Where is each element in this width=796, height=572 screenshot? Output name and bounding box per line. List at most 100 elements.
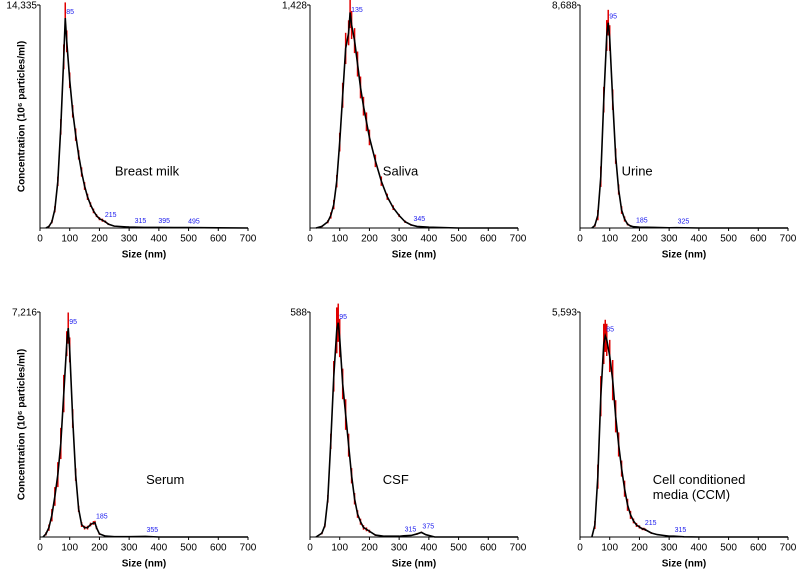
panel: 0 100 200 300 400 500 600 700 8,688 Size (nm) Urin… [552, 1, 796, 261]
peak-label: 375 [422, 523, 434, 530]
x-tick-label: 700 [780, 234, 796, 245]
x-tick-label: 300 [661, 234, 678, 245]
x-tick-label: 200 [361, 543, 378, 554]
y-tick-label: 14,335 [6, 1, 37, 12]
x-tick-label: 500 [180, 543, 197, 554]
size-distribution-line [315, 12, 518, 229]
x-tick-label: 100 [331, 234, 348, 245]
peak-label: 325 [678, 218, 690, 225]
peak-label: 185 [636, 218, 648, 225]
panel-title: media (CCM) [653, 487, 730, 502]
x-tick-label: 700 [240, 543, 257, 554]
peak-label: 315 [675, 527, 687, 534]
y-tick-label: 588 [290, 308, 307, 319]
peak-label: 355 [146, 527, 158, 534]
x-tick-label: 100 [331, 543, 348, 554]
x-tick-label: 500 [720, 543, 737, 554]
x-tick-label: 100 [61, 543, 78, 554]
peak-label: 315 [135, 218, 147, 225]
peak-label: 495 [188, 218, 200, 225]
peak-label: 215 [105, 212, 117, 219]
x-tick-label: 200 [631, 234, 648, 245]
y-axis-title: Concentration (10⁶ particles/ml) [17, 349, 28, 500]
panel-title: Saliva [383, 164, 419, 179]
peak-label: 185 [96, 514, 108, 521]
panel-title: Cell conditioned [653, 472, 746, 487]
x-tick-label: 100 [601, 234, 618, 245]
x-tick-label: 400 [151, 234, 168, 245]
x-tick-label: 700 [510, 543, 527, 554]
y-tick-label: 5,593 [552, 308, 577, 319]
x-tick-label: 100 [601, 543, 618, 554]
peak-label: 395 [158, 218, 170, 225]
x-tick-label: 100 [61, 234, 78, 245]
x-tick-label: 200 [361, 234, 378, 245]
peak-label: 315 [405, 527, 417, 534]
panel-title: Serum [146, 472, 184, 487]
panel: 0 100 200 300 400 500 600 700 14,335 Size (nm) Con… [6, 1, 256, 261]
x-tick-label: 600 [480, 543, 497, 554]
y-tick-label: 7,216 [12, 308, 37, 319]
x-tick-label: 500 [450, 543, 467, 554]
x-tick-label: 500 [450, 234, 467, 245]
x-tick-label: 600 [750, 543, 767, 554]
panel: 0 100 200 300 400 500 600 700 588 Size (nm) CSF 95 3… [290, 303, 527, 570]
panel: 0 100 200 300 400 500 600 700 1,428 Size (nm) Sali… [282, 0, 527, 261]
x-tick-label: 300 [121, 234, 138, 245]
x-tick-label: 0 [37, 234, 43, 245]
y-tick-label: 8,688 [552, 1, 577, 12]
x-tick-label: 300 [661, 543, 678, 554]
panel-title: Urine [622, 164, 653, 179]
x-tick-label: 200 [91, 543, 108, 554]
x-tick-label: 200 [631, 543, 648, 554]
size-distribution-line [591, 332, 788, 538]
panel: 0 100 200 300 400 500 600 700 5,593 Size (nm) Cell… [552, 308, 796, 570]
peak-label: 215 [645, 520, 657, 527]
x-tick-label: 200 [91, 234, 108, 245]
x-tick-label: 0 [307, 543, 313, 554]
x-axis-title: Size (nm) [392, 559, 436, 570]
size-distribution-line [42, 328, 248, 538]
size-distribution-line [315, 322, 518, 538]
x-tick-label: 0 [577, 234, 583, 245]
x-tick-label: 700 [240, 234, 257, 245]
x-tick-label: 0 [577, 543, 583, 554]
x-tick-label: 600 [750, 234, 767, 245]
x-tick-label: 300 [121, 543, 138, 554]
x-tick-label: 400 [421, 234, 438, 245]
peak-label: 95 [339, 314, 347, 321]
x-tick-label: 700 [510, 234, 527, 245]
peak-label: 95 [609, 14, 617, 21]
x-tick-label: 300 [391, 234, 408, 245]
peak-label: 85 [66, 9, 74, 16]
peak-label: 85 [606, 327, 614, 334]
x-tick-label: 300 [391, 543, 408, 554]
panel: 0 100 200 300 400 500 600 700 7,216 Size (nm) Conc… [12, 308, 257, 570]
panel-title: Breast milk [115, 164, 180, 179]
x-axis-title: Size (nm) [122, 559, 166, 570]
x-axis-title: Size (nm) [392, 250, 436, 261]
panel-title: CSF [383, 472, 409, 487]
size-distribution-line [591, 22, 788, 229]
x-tick-label: 600 [210, 543, 227, 554]
size-distribution-line [45, 17, 249, 229]
x-tick-label: 500 [180, 234, 197, 245]
peak-label: 95 [69, 319, 77, 326]
x-tick-label: 500 [720, 234, 737, 245]
x-tick-label: 600 [210, 234, 227, 245]
x-tick-label: 400 [151, 543, 168, 554]
peak-label: 135 [351, 7, 363, 14]
x-tick-label: 400 [691, 234, 708, 245]
x-tick-label: 0 [307, 234, 313, 245]
x-axis-title: Size (nm) [662, 559, 706, 570]
y-axis-title: Concentration (10⁶ particles/ml) [17, 41, 28, 192]
x-tick-label: 400 [691, 543, 708, 554]
peak-label: 345 [414, 216, 426, 223]
x-axis-title: Size (nm) [662, 250, 706, 261]
x-tick-label: 400 [421, 543, 438, 554]
y-tick-label: 1,428 [282, 1, 307, 12]
x-tick-label: 600 [480, 234, 497, 245]
x-tick-label: 0 [37, 543, 43, 554]
x-axis-title: Size (nm) [122, 250, 166, 261]
